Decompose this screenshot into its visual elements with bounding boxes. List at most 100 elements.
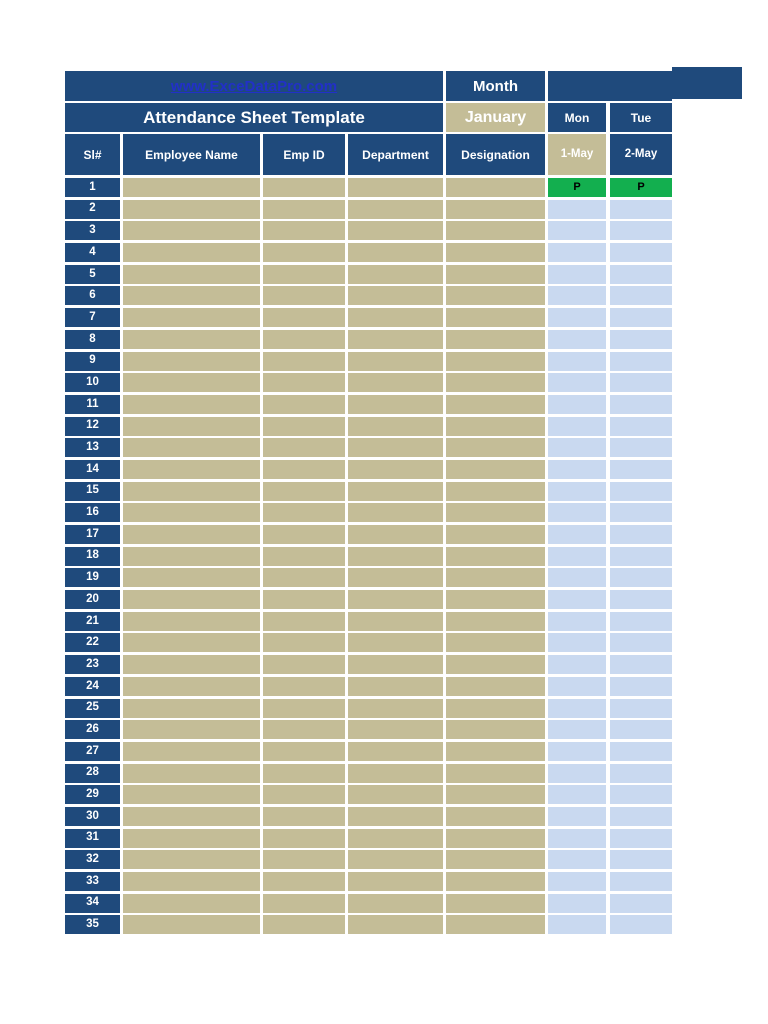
col-header-employee-name: Employee Name [123,134,260,175]
attendance-cell-2may [610,720,672,740]
attendance-cell-2may [610,264,672,284]
table-row: 21 [65,611,672,631]
department-cell [348,459,443,479]
row-number-cell: 31 [65,828,120,848]
attendance-cell-1may [548,308,606,328]
row-number-cell: 17 [65,525,120,544]
header-row-1: www.ExceDataPro.com Month [65,71,672,101]
attendance-cell-2may [610,633,672,653]
emp-id-cell [263,199,345,219]
designation-cell [446,459,545,479]
department-cell [348,394,443,414]
employee-name-cell [123,806,260,826]
attendance-cell-2may [610,676,672,696]
designation-cell [446,416,545,436]
table-row: 10 [65,373,672,393]
department-cell [348,676,443,696]
attendance-cell-2may [610,394,672,414]
employee-name-cell [123,308,260,328]
department-cell [348,655,443,675]
row-number-cell: 20 [65,590,120,610]
sheet-title: Attendance Sheet Template [65,103,443,132]
department-cell [348,199,443,219]
designation-cell [446,611,545,631]
emp-id-cell [263,676,345,696]
employee-name-cell [123,850,260,870]
attendance-cell-1may [548,546,606,566]
designation-cell [446,720,545,740]
emp-id-cell [263,850,345,870]
website-link[interactable]: www.ExceDataPro.com [170,77,338,95]
emp-id-cell [263,741,345,761]
table-row: 27 [65,741,672,761]
emp-id-cell [263,178,345,197]
emp-id-cell [263,243,345,263]
column-header-row: Sl# Employee Name Emp ID Department Desi… [65,134,672,175]
employee-name-cell [123,590,260,610]
department-cell [348,720,443,740]
attendance-cell-2may [610,459,672,479]
department-cell [348,243,443,263]
col-header-date-2may: 2-May [610,134,672,175]
employee-name-cell [123,698,260,718]
designation-cell [446,394,545,414]
attendance-cell-2may [610,416,672,436]
table-row: 28 [65,763,672,783]
designation-cell [446,741,545,761]
attendance-cell-1may [548,915,606,935]
department-cell [348,806,443,826]
designation-cell [446,676,545,696]
department-cell [348,329,443,349]
attendance-cell-2may [610,199,672,219]
row-number-cell: 27 [65,741,120,761]
department-cell [348,178,443,197]
table-row: 13 [65,438,672,458]
col-header-department: Department [348,134,443,175]
row-number-cell: 9 [65,351,120,371]
designation-cell [446,785,545,805]
designation-cell [446,655,545,675]
row-number-cell: 28 [65,763,120,783]
header-empty-cell [548,71,672,101]
designation-cell [446,850,545,870]
website-link-cell: www.ExceDataPro.com [65,71,443,101]
department-cell [348,633,443,653]
department-cell [348,785,443,805]
attendance-cell-1may [548,286,606,306]
table-row: 25 [65,698,672,718]
designation-cell [446,546,545,566]
table-row: 22 [65,633,672,653]
emp-id-cell [263,394,345,414]
attendance-cell-1may [548,698,606,718]
row-number-cell: 24 [65,676,120,696]
emp-id-cell [263,264,345,284]
month-value: January [446,103,545,132]
col-header-emp-id: Emp ID [263,134,345,175]
attendance-cell-1may [548,611,606,631]
attendance-cell-2may [610,503,672,523]
table-row: 17 [65,525,672,544]
employee-name-cell [123,568,260,588]
attendance-cell-1may [548,785,606,805]
row-number-cell: 34 [65,893,120,913]
emp-id-cell [263,720,345,740]
attendance-cell-2may [610,893,672,913]
employee-name-cell [123,676,260,696]
table-row: 9 [65,351,672,371]
emp-id-cell [263,416,345,436]
designation-cell [446,286,545,306]
row-number-cell: 3 [65,221,120,241]
department-cell [348,763,443,783]
attendance-cell-1may [548,264,606,284]
employee-name-cell [123,243,260,263]
table-row: 18 [65,546,672,566]
attendance-cell-1may [548,503,606,523]
table-row: 7 [65,308,672,328]
row-number-cell: 6 [65,286,120,306]
emp-id-cell [263,915,345,935]
emp-id-cell [263,828,345,848]
attendance-cell-2may [610,806,672,826]
table-row: 6 [65,286,672,306]
attendance-cell-2may [610,611,672,631]
attendance-cell-1may [548,828,606,848]
